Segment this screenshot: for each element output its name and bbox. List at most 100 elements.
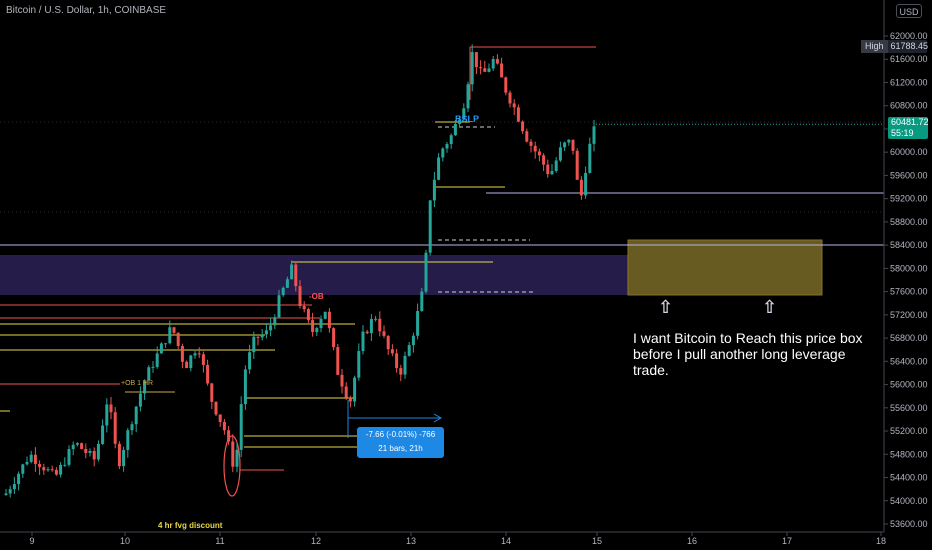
candle-body xyxy=(319,318,323,329)
candle-body xyxy=(491,59,495,69)
candle-body xyxy=(323,311,327,319)
candle-body xyxy=(563,142,567,148)
candle-body xyxy=(252,336,256,353)
time-axis-label: 10 xyxy=(120,536,130,546)
candle-body xyxy=(172,327,176,333)
target-price-box xyxy=(627,239,823,296)
candle-body xyxy=(567,139,571,143)
candle-body xyxy=(185,361,189,369)
candle-body xyxy=(420,291,424,312)
currency-button[interactable]: USD xyxy=(896,4,922,18)
candle-body xyxy=(344,386,348,398)
candle-body xyxy=(164,343,168,345)
candle-body xyxy=(458,119,462,124)
candle-body xyxy=(487,68,491,72)
price-axis-label: 60000.00 xyxy=(890,147,928,157)
candle-body xyxy=(88,450,92,453)
candle-body xyxy=(302,306,306,310)
candle-body xyxy=(235,449,239,467)
candle-body xyxy=(269,325,273,331)
candle-body xyxy=(248,352,252,370)
price-axis-label: 56400.00 xyxy=(890,356,928,366)
candle-body xyxy=(231,441,235,467)
candle-body xyxy=(109,404,113,413)
last-price-value: 60481.72 xyxy=(891,117,929,127)
candle-body xyxy=(143,380,147,394)
candle-body xyxy=(584,172,588,196)
price-axis-label: 59200.00 xyxy=(890,194,928,204)
high-price-label: High 61788.45 xyxy=(861,40,928,53)
candle-body xyxy=(8,489,12,494)
up-arrow-icon[interactable]: ⇧ xyxy=(658,297,674,317)
candle-body xyxy=(264,330,268,335)
candle-body xyxy=(113,412,117,444)
candle-body xyxy=(71,444,75,450)
candle-body xyxy=(277,295,281,318)
fvg-ellipse xyxy=(223,435,241,497)
target-annotation-text[interactable]: I want Bitcoin to Reach this price box b… xyxy=(633,330,863,378)
bar-countdown: 55:19 xyxy=(891,128,914,138)
candle-body xyxy=(479,67,483,69)
time-axis-label: 12 xyxy=(311,536,321,546)
candle-body xyxy=(38,464,42,468)
candle-body xyxy=(504,77,508,93)
bslp-label[interactable]: BSLP xyxy=(455,114,480,124)
candle-body xyxy=(424,252,428,292)
time-axis-label: 15 xyxy=(592,536,602,546)
candle-body xyxy=(75,443,79,445)
candle-body xyxy=(315,328,319,333)
candle-body xyxy=(273,317,277,326)
candle-body xyxy=(227,430,231,442)
candle-body xyxy=(80,443,84,449)
candle-body xyxy=(546,164,550,175)
last-price-tag: 60481.72 55:19 xyxy=(888,117,929,139)
candle-body xyxy=(222,421,226,431)
candle-body xyxy=(243,369,247,405)
candle-body xyxy=(59,464,63,475)
price-axis-label: 58000.00 xyxy=(890,263,928,273)
candle-body xyxy=(42,467,46,471)
candle-body xyxy=(294,264,298,287)
candle-body xyxy=(197,353,201,355)
candle-body xyxy=(588,143,592,173)
price-axis-label: 55600.00 xyxy=(890,403,928,413)
candle-body xyxy=(54,469,58,475)
fvg-label[interactable]: 4 hr fvg discount xyxy=(158,521,223,530)
candle-body xyxy=(130,424,134,431)
candle-body xyxy=(495,59,499,64)
candle-body xyxy=(470,52,474,85)
candle-body xyxy=(189,355,193,369)
candle-body xyxy=(369,318,373,334)
candle-body xyxy=(298,286,302,307)
candle-body xyxy=(571,139,575,151)
candle-body xyxy=(12,484,16,490)
candle-body xyxy=(550,171,554,175)
candle-body xyxy=(17,473,21,485)
candle-body xyxy=(437,157,441,180)
candle-body xyxy=(348,397,352,402)
candle-body xyxy=(428,200,432,253)
measure-tool-label[interactable]: -7.66 (-0.01%) -766 21 bars, 21h xyxy=(357,427,444,458)
time-axis-label: 16 xyxy=(687,536,697,546)
candle-body xyxy=(537,151,541,156)
up-arrow-icon[interactable]: ⇧ xyxy=(762,297,778,317)
candle-body xyxy=(281,287,285,296)
candle-body xyxy=(361,331,365,352)
candle-body xyxy=(168,327,172,344)
candle-body xyxy=(554,160,558,172)
candle-body xyxy=(411,335,415,346)
candle-body xyxy=(558,147,562,161)
candle-body xyxy=(542,155,546,165)
ob-label[interactable]: -OB xyxy=(309,292,324,301)
symbol-title[interactable]: Bitcoin / U.S. Dollar, 1h, COINBASE xyxy=(6,5,167,16)
measure-change: -7.66 (-0.01%) -766 xyxy=(365,430,436,439)
time-axis-label: 13 xyxy=(406,536,416,546)
price-axis-label: 58800.00 xyxy=(890,217,928,227)
candle-body xyxy=(390,349,394,354)
candle-body xyxy=(508,92,512,104)
ob-1hr-label[interactable]: +OB 1 HR xyxy=(121,380,154,387)
candle-body xyxy=(525,131,529,142)
candle-body xyxy=(147,367,151,381)
